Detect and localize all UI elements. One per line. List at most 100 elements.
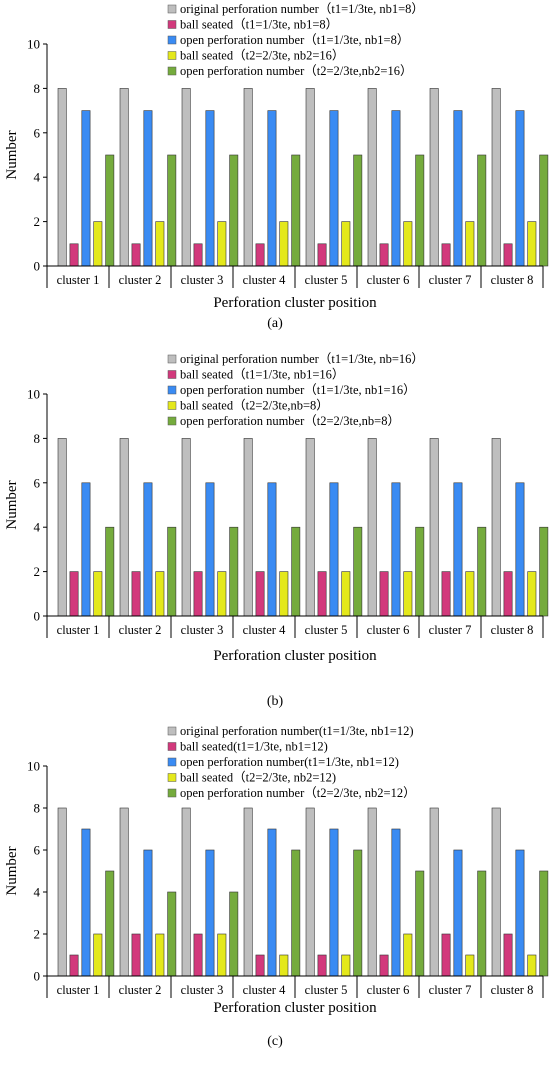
x-tick-label: cluster 4 [243, 983, 286, 997]
bar [155, 221, 165, 267]
bar [155, 571, 165, 617]
bar [57, 438, 67, 617]
bar [131, 571, 141, 617]
bar [465, 954, 475, 977]
bar [181, 807, 191, 977]
bar [415, 526, 425, 617]
y-tick-label: 2 [34, 927, 41, 942]
bar [329, 110, 339, 267]
bar [341, 221, 351, 267]
bar [515, 482, 525, 617]
bar [291, 849, 301, 977]
x-tick-label: cluster 5 [305, 983, 348, 997]
bar [193, 243, 203, 267]
bar [255, 243, 265, 267]
bar [453, 482, 463, 617]
bar [255, 571, 265, 617]
bar [243, 807, 253, 977]
bar [143, 110, 153, 267]
bar [229, 891, 239, 977]
y-axis-title: Number [4, 480, 20, 529]
bar [243, 438, 253, 617]
y-tick-label: 6 [34, 125, 41, 140]
bar [539, 154, 549, 267]
legend-swatch [167, 20, 177, 29]
bar [205, 110, 215, 267]
x-tick-label: cluster 2 [119, 983, 162, 997]
bar [341, 571, 351, 617]
bar [119, 807, 129, 977]
bar [465, 571, 475, 617]
bar [69, 243, 79, 267]
bar [69, 954, 79, 977]
legend-label: original perforation number（t1=1/3te, nb… [180, 2, 424, 16]
y-tick-label: 4 [34, 885, 41, 900]
bar [305, 88, 315, 267]
y-tick-label: 10 [27, 759, 40, 774]
legend-label: ball seated（t1=1/3te, nb1=16） [180, 368, 344, 382]
x-axis-title: Perforation cluster position [213, 295, 377, 311]
bar [93, 221, 103, 267]
legend-label: ball seated（t1=1/3te, nb1=8） [180, 18, 338, 32]
legend-label: open perforation number（t1=1/3te, nb1=16… [180, 383, 416, 397]
bar [453, 110, 463, 267]
bar [291, 526, 301, 617]
bar [267, 482, 277, 617]
x-tick-label: cluster 8 [491, 983, 534, 997]
bar [267, 110, 277, 267]
bar [69, 571, 79, 617]
x-tick-label: cluster 8 [491, 273, 534, 287]
bar [477, 526, 487, 617]
legend-swatch [167, 51, 177, 60]
bar [441, 571, 451, 617]
bar [93, 933, 103, 977]
legend-label: original perforation number（t1=1/3te, nb… [180, 352, 424, 366]
bar [391, 828, 401, 977]
legend-swatch [167, 35, 177, 45]
x-tick-label: cluster 4 [243, 623, 286, 637]
y-tick-label: 2 [34, 564, 41, 579]
legend-label: ball seated（t2=2/3te,nb=8） [180, 399, 329, 413]
x-tick-label: cluster 2 [119, 623, 162, 637]
bar [267, 828, 277, 977]
bar [143, 482, 153, 617]
panel-label-a: (a) [267, 316, 283, 331]
y-tick-label: 0 [34, 969, 41, 984]
x-tick-label: cluster 1 [57, 983, 100, 997]
bar [403, 221, 413, 267]
x-tick-label: cluster 7 [429, 623, 472, 637]
bar [429, 438, 439, 617]
bar [403, 571, 413, 617]
legend-label: open perforation number（t2=2/3te,nb2=16） [180, 64, 412, 78]
legend-label: ball seated（t2=2/3te, nb2=16） [180, 49, 344, 63]
bar [279, 221, 289, 267]
y-tick-label: 6 [34, 475, 41, 490]
bar [491, 807, 501, 977]
x-axis-title: Perforation cluster position [213, 648, 377, 664]
y-tick-label: 10 [27, 387, 40, 402]
bar [403, 933, 413, 977]
x-tick-label: cluster 1 [57, 623, 100, 637]
bar [229, 154, 239, 267]
bar [181, 438, 191, 617]
y-tick-label: 8 [34, 81, 41, 96]
bar [279, 571, 289, 617]
bar [229, 526, 239, 617]
x-tick-label: cluster 1 [57, 273, 100, 287]
bar [317, 571, 327, 617]
y-tick-label: 4 [34, 520, 41, 535]
bar [527, 571, 537, 617]
y-tick-label: 0 [34, 609, 41, 624]
bar [193, 571, 203, 617]
bar [379, 954, 389, 977]
bar [317, 954, 327, 977]
bar [353, 154, 363, 267]
bar [243, 88, 253, 267]
bar [429, 88, 439, 267]
bar [143, 849, 153, 977]
bar [105, 526, 115, 617]
bar [353, 849, 363, 977]
x-tick-label: cluster 8 [491, 623, 534, 637]
bar [93, 571, 103, 617]
